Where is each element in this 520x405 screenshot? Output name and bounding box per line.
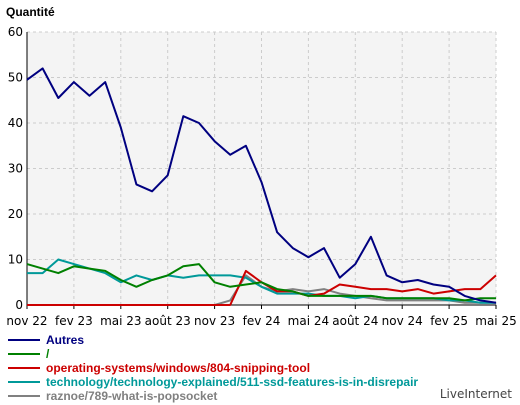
y-tick-label: 10 [8,253,23,267]
x-tick-label: mai 25 [475,314,516,328]
x-tick-label: fev 25 [430,314,468,328]
y-axis-label: Quantité [6,5,55,19]
x-tick-label: mai 24 [288,314,329,328]
legend-label: / [46,347,50,361]
y-tick-label: 60 [8,25,23,39]
x-tick-label: nov 23 [194,314,235,328]
y-tick-label: 50 [8,71,23,85]
y-tick-label: 40 [8,116,23,130]
legend-item: raznoe/789-what-is-popsocket [8,389,418,403]
x-tick-label: nov 22 [6,314,47,328]
legend-label: operating-systems/windows/804-snipping-t… [46,361,311,375]
x-tick-label: fev 23 [55,314,93,328]
x-tick-label: nov 24 [382,314,423,328]
legend-item: operating-systems/windows/804-snipping-t… [8,361,418,375]
legend-item: / [8,347,418,361]
legend-item: Autres [8,333,418,347]
legend-swatch [8,339,40,341]
legend: Autres / operating-systems/windows/804-sni… [8,333,418,403]
legend-item: technology/technology-explained/511-ssd-… [8,375,418,389]
legend-label: raznoe/789-what-is-popsocket [46,389,218,403]
y-tick-label: 30 [8,162,23,176]
legend-swatch [8,381,40,383]
legend-swatch [8,367,40,369]
x-tick-label: août 24 [332,314,378,328]
credit-text: LiveInternet [439,387,512,401]
legend-label: Autres [46,333,85,347]
legend-swatch [8,395,40,397]
legend-label: technology/technology-explained/511-ssd-… [46,375,419,389]
legend-swatch [8,353,40,355]
y-tick-label: 0 [15,298,23,312]
series-line [26,67,497,304]
y-tick-label: 20 [8,207,23,221]
series-line [26,263,496,302]
x-tick-label: août 23 [145,314,191,328]
x-tick-label: mai 23 [100,314,141,328]
x-tick-label: fev 24 [243,314,281,328]
